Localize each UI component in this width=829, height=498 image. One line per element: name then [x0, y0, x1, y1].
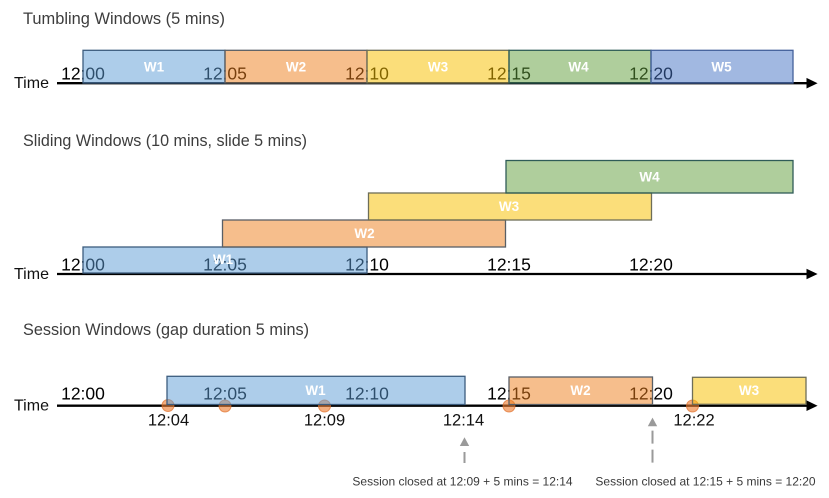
svg-text:W1: W1 [144, 59, 165, 74]
svg-text:W3: W3 [428, 59, 449, 74]
svg-text:W1: W1 [213, 252, 234, 267]
svg-text:Session closed at 12:15 + 5 mi: Session closed at 12:15 + 5 mins = 12:20 [595, 475, 815, 489]
svg-text:12:20: 12:20 [629, 255, 673, 275]
svg-text:12:09: 12:09 [304, 412, 345, 430]
svg-text:W4: W4 [568, 59, 589, 74]
svg-text:W3: W3 [499, 199, 520, 214]
svg-text:12:15: 12:15 [487, 255, 531, 275]
svg-text:12:04: 12:04 [148, 412, 189, 430]
svg-text:12:22: 12:22 [673, 412, 714, 430]
svg-text:Session Windows (gap duration: Session Windows (gap duration 5 mins) [23, 321, 309, 339]
svg-text:12:00: 12:00 [61, 384, 105, 404]
svg-text:W4: W4 [639, 170, 660, 185]
svg-text:Time: Time [14, 397, 49, 414]
svg-text:Session closed at 12:09 + 5 mi: Session closed at 12:09 + 5 mins = 12:14 [352, 475, 572, 489]
svg-text:W2: W2 [286, 59, 306, 74]
svg-text:W3: W3 [739, 383, 760, 398]
svg-text:12:14: 12:14 [443, 412, 484, 430]
svg-text:W2: W2 [570, 383, 590, 398]
svg-text:Time: Time [14, 266, 49, 283]
svg-text:W5: W5 [711, 59, 732, 74]
svg-text:W2: W2 [354, 226, 374, 241]
svg-text:W1: W1 [305, 383, 326, 398]
svg-text:Sliding Windows (10 mins, slid: Sliding Windows (10 mins, slide 5 mins) [23, 132, 307, 150]
svg-text:Time: Time [14, 75, 49, 92]
svg-text:Tumbling Windows (5 mins): Tumbling Windows (5 mins) [23, 10, 225, 28]
